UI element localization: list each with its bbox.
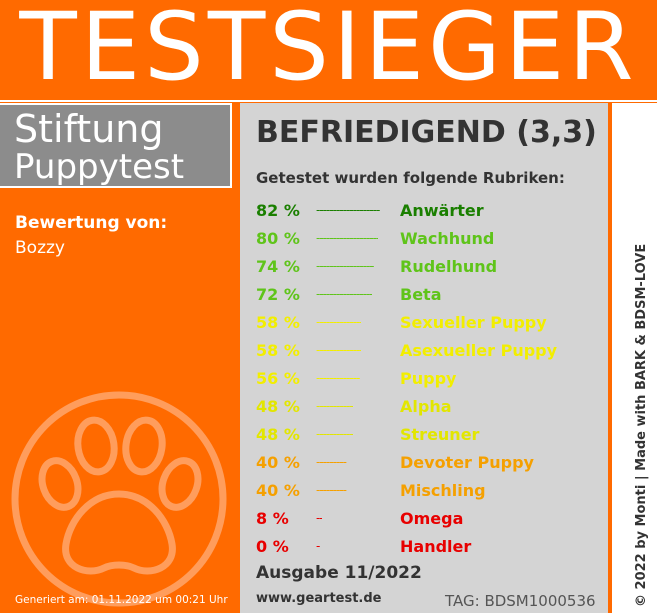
category-score-line: --------- (316, 483, 347, 497)
category-name: Handler (400, 537, 472, 556)
reviewer-name: Bozzy (15, 238, 65, 258)
category-percent: 72 % (256, 285, 300, 304)
category-name: Rudelhund (400, 257, 498, 276)
category-score-line: ----------------- (316, 287, 372, 301)
category-row: 0 % - Handler (256, 537, 596, 565)
category-name: Sexueller Puppy (400, 313, 547, 332)
banner-title: TESTSIEGER (19, 0, 638, 102)
category-score-line: -------------- (316, 343, 361, 357)
website-url[interactable]: www.geartest.de (256, 591, 382, 606)
tag-label: TAG: BDSM1000536 (445, 592, 596, 610)
categories-subtitle: Getestet wurden folgende Rubriken: (256, 169, 565, 187)
category-percent: 8 % (256, 509, 289, 528)
category-row: 40 % --------- Devoter Puppy (256, 453, 596, 481)
paw-icon (11, 391, 227, 607)
category-percent: 0 % (256, 537, 289, 556)
category-score-line: ------------------- (316, 203, 380, 217)
category-row: 80 % ------------------- Wachhund (256, 229, 596, 257)
category-row: 56 % ------------- Puppy (256, 369, 596, 397)
category-name: Puppy (400, 369, 457, 388)
category-score-line: - (316, 539, 320, 553)
category-name: Mischling (400, 481, 486, 500)
organization-name-line2: Puppytest (14, 147, 185, 187)
category-score-line: -------------- (316, 315, 361, 329)
result-panel: BEFRIEDIGEND (3,3) Getestet wurden folge… (240, 103, 608, 613)
copyright-text: © 2022 by Monti | Made with BARK & BDSM-… (634, 243, 649, 607)
reviewer-label: Bewertung von: (15, 213, 168, 233)
generated-timestamp: Generiert am: 01.11.2022 um 00:21 Uhr (15, 594, 228, 606)
category-row: 58 % -------------- Asexueller Puppy (256, 341, 596, 369)
category-row: 58 % -------------- Sexueller Puppy (256, 313, 596, 341)
category-percent: 58 % (256, 313, 300, 332)
category-percent: 48 % (256, 425, 300, 444)
category-name: Wachhund (400, 229, 495, 248)
category-percent: 40 % (256, 481, 300, 500)
category-percent: 74 % (256, 257, 300, 276)
rating-heading: BEFRIEDIGEND (3,3) (256, 115, 597, 150)
category-name: Devoter Puppy (400, 453, 534, 472)
category-row: 74 % ------------------ Rudelhund (256, 257, 596, 285)
category-percent: 82 % (256, 201, 300, 220)
category-percent: 58 % (256, 341, 300, 360)
category-row: 8 % -- Omega (256, 509, 596, 537)
category-name: Anwärter (400, 201, 484, 220)
testsieger-banner: TESTSIEGER (0, 0, 657, 102)
category-row: 82 % ------------------- Anwärter (256, 201, 596, 229)
category-name: Streuner (400, 425, 480, 444)
category-name: Beta (400, 285, 442, 304)
category-score-line: ----------- (316, 427, 353, 441)
issue-label: Ausgabe 11/2022 (256, 563, 422, 583)
category-row: 48 % ----------- Alpha (256, 397, 596, 425)
organization-box: Stiftung Puppytest (0, 103, 232, 188)
category-row: 48 % ----------- Streuner (256, 425, 596, 453)
category-score-line: ------------- (316, 371, 360, 385)
side-strip: © 2022 by Monti | Made with BARK & BDSM-… (612, 103, 657, 613)
category-percent: 80 % (256, 229, 300, 248)
category-row: 40 % --------- Mischling (256, 481, 596, 509)
category-score-line: --------- (316, 455, 347, 469)
category-name: Asexueller Puppy (400, 341, 558, 360)
category-score-line: ----------- (316, 399, 353, 413)
category-score-line: -- (316, 511, 322, 525)
category-percent: 48 % (256, 397, 300, 416)
category-name: Alpha (400, 397, 452, 416)
organization-name-line1: Stiftung (14, 107, 164, 151)
category-row: 72 % ----------------- Beta (256, 285, 596, 313)
category-score-line: ------------------ (316, 259, 374, 273)
category-score-line: ------------------- (316, 231, 378, 245)
category-percent: 56 % (256, 369, 300, 388)
category-percent: 40 % (256, 453, 300, 472)
category-name: Omega (400, 509, 464, 528)
